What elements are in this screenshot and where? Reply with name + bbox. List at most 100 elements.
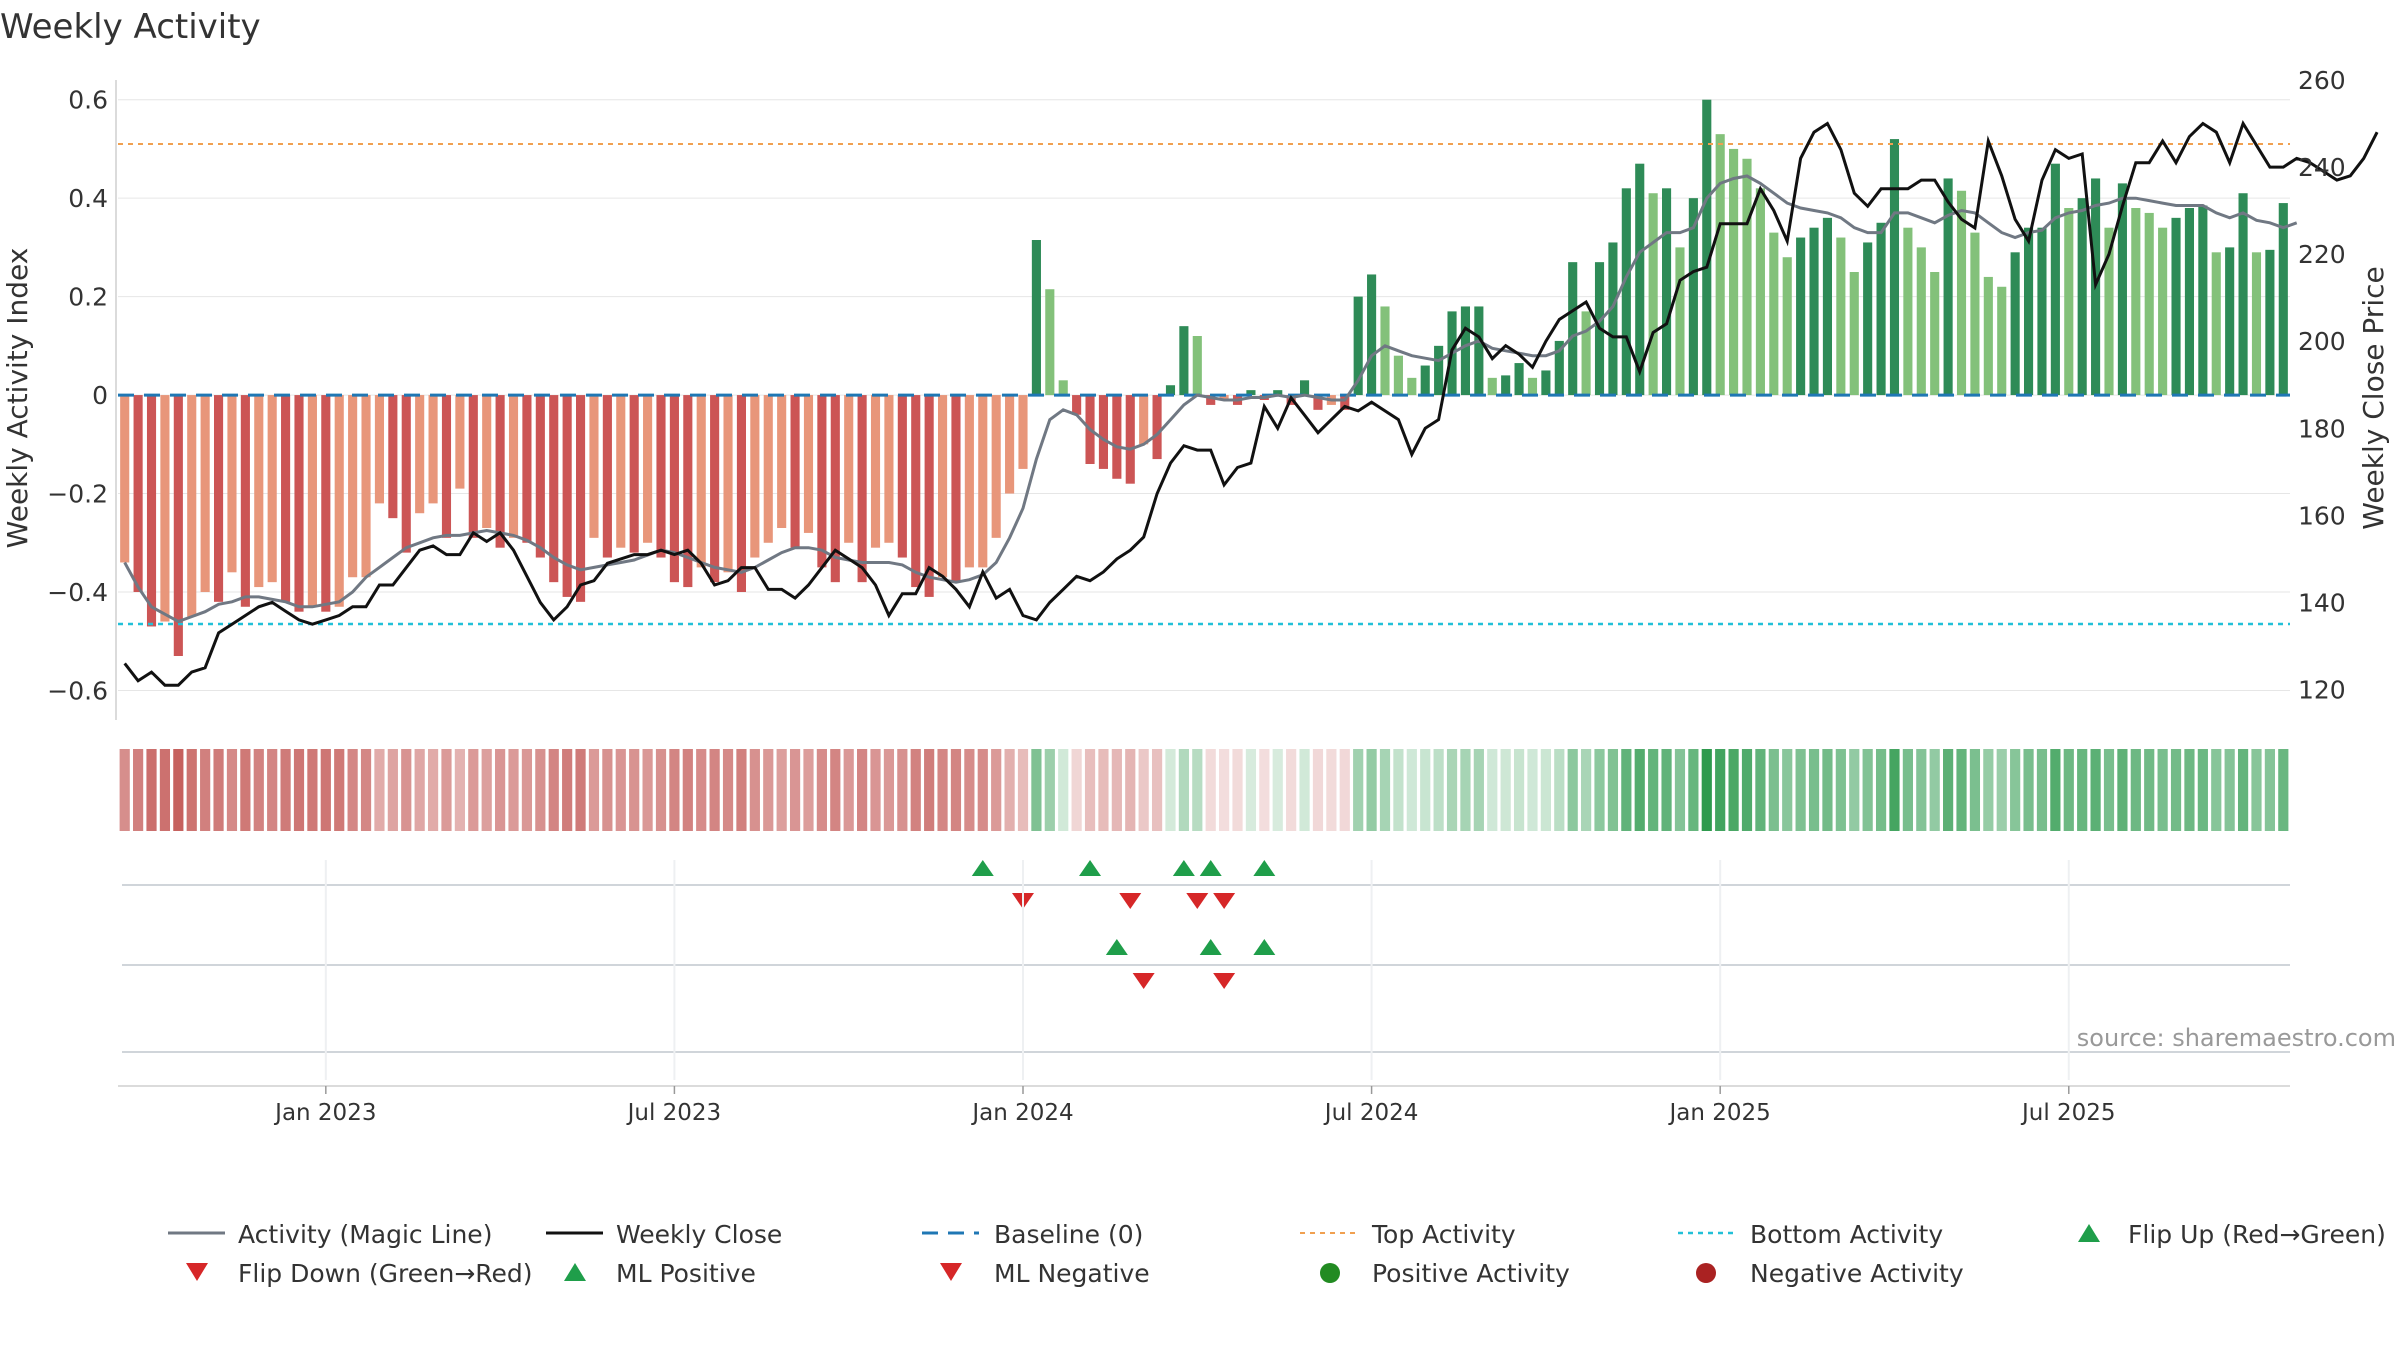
heat-strip-cell xyxy=(1017,749,1029,831)
heat-strip-cell xyxy=(1084,749,1096,831)
heat-strip-cell xyxy=(1312,749,1324,831)
heat-strip-cell xyxy=(454,749,465,831)
heat-strip-cell xyxy=(602,749,613,831)
heat-strip-cell xyxy=(159,749,171,831)
heat-strip-cell xyxy=(1996,749,2007,831)
activity-bar xyxy=(1179,326,1189,396)
heat-strip-cell xyxy=(642,749,653,831)
activity-bar xyxy=(1943,178,1953,396)
activity-bar xyxy=(1112,395,1122,479)
activity-bar xyxy=(1568,262,1578,396)
activity-bar xyxy=(1889,139,1900,396)
flip-up-marker xyxy=(1079,860,1102,876)
heat-strip-cell xyxy=(682,749,693,831)
ml-positive-marker xyxy=(1105,939,1128,955)
heat-strip-cell xyxy=(629,749,640,831)
activity-bar xyxy=(602,395,612,558)
heat-strip-cell xyxy=(267,749,278,831)
heat-strip-cell xyxy=(253,749,264,831)
x-tick-label: Jul 2023 xyxy=(626,1100,722,1126)
heat-strip-cell xyxy=(1446,749,1458,831)
activity-bar xyxy=(321,395,331,612)
activity-bar xyxy=(2117,183,2127,396)
heat-strip-cell xyxy=(307,749,318,831)
activity-bar xyxy=(1863,242,1873,396)
activity-bar xyxy=(951,395,961,583)
activity-bar xyxy=(1903,227,1913,396)
heat-strip-cell xyxy=(1044,749,1055,831)
heat-strip-cell xyxy=(2050,749,2061,831)
activity-bar xyxy=(1715,134,1725,396)
ml-positive-marker xyxy=(1199,939,1222,955)
heat-strip-cell xyxy=(1755,749,1766,831)
legend-swatch-positive-activity xyxy=(1320,1263,1340,1283)
activity-bar xyxy=(2077,198,2087,396)
heat-strip-cell xyxy=(1178,749,1189,831)
activity-bar xyxy=(1460,306,1471,396)
activity-bar xyxy=(1139,395,1149,445)
heat-strip-cell xyxy=(1460,749,1471,831)
heat-strip-cell xyxy=(1500,749,1511,831)
activity-bar xyxy=(1675,247,1685,396)
activity-bar xyxy=(777,395,787,528)
activity-bar xyxy=(361,395,371,578)
legend-label-flip-down: Flip Down (Green→Red) xyxy=(238,1259,533,1288)
heat-strip-cell xyxy=(669,749,680,831)
activity-bar xyxy=(1299,380,1310,396)
heat-strip-cell xyxy=(2090,749,2101,831)
heat-strip-cell xyxy=(2117,749,2128,831)
activity-bar xyxy=(710,395,720,583)
heat-strip-cell xyxy=(816,749,827,831)
activity-bar xyxy=(482,395,492,528)
heat-strip-cell xyxy=(2264,749,2275,831)
activity-bar xyxy=(1353,296,1363,396)
heat-strip-cell xyxy=(1205,749,1216,831)
heat-strip-cell xyxy=(2130,749,2141,831)
heat-strip-cell xyxy=(655,749,667,831)
activity-bar xyxy=(2064,208,2074,396)
activity-bar xyxy=(884,395,894,543)
activity-bar xyxy=(1045,289,1055,396)
activity-bar xyxy=(1836,237,1846,396)
heat-strip-cell xyxy=(2157,749,2168,831)
heat-strip-cell xyxy=(588,749,600,831)
y-axis-left: −0.6 −0.4 −0.2 0 0.2 0.4 0.6 xyxy=(47,80,117,720)
heat-strip-cell xyxy=(1983,749,1994,831)
activity-bar xyxy=(468,395,478,538)
activity-bar xyxy=(1487,377,1497,396)
activity-bar xyxy=(669,395,679,583)
heat-strip-cell xyxy=(789,749,801,831)
heat-strip-cell xyxy=(1527,749,1538,831)
activity-bar xyxy=(589,395,599,538)
y-tick-label-right: 260 xyxy=(2298,66,2346,95)
heat-strip-cell xyxy=(843,749,854,831)
activity-bar xyxy=(549,395,559,583)
activity-bar xyxy=(1876,222,1886,396)
activity-bar xyxy=(991,395,1001,538)
heat-strip-cell xyxy=(2278,749,2289,831)
heat-strip-cell xyxy=(1929,749,1940,831)
flip-up-marker xyxy=(1253,860,1276,876)
activity-bar xyxy=(1729,148,1739,396)
activity-bar xyxy=(146,395,157,627)
legend-label-positive-activity: Positive Activity xyxy=(1372,1259,1570,1288)
legend-label-magic-line: Activity (Magic Line) xyxy=(238,1220,492,1249)
heat-strip-cell xyxy=(240,749,251,831)
heat-strip-cell xyxy=(1875,749,1887,831)
heat-strip-cell xyxy=(360,749,372,831)
activity-bar xyxy=(1501,375,1511,396)
legend-swatch-flip-up xyxy=(2078,1224,2100,1242)
y-tick-label-left: 0.2 xyxy=(68,283,108,312)
activity-bar xyxy=(736,395,747,592)
heat-strip-cell xyxy=(696,749,707,831)
activity-bar xyxy=(1849,272,1859,396)
heat-strip-cell xyxy=(133,749,144,831)
activity-bar xyxy=(1796,237,1806,396)
heat-strip-cell xyxy=(937,749,948,831)
activity-bar xyxy=(1581,311,1591,396)
heat-strip-cell xyxy=(1594,749,1605,831)
activity-bar xyxy=(2265,249,2275,396)
activity-bar xyxy=(1407,377,1417,396)
activity-bar xyxy=(173,395,183,656)
